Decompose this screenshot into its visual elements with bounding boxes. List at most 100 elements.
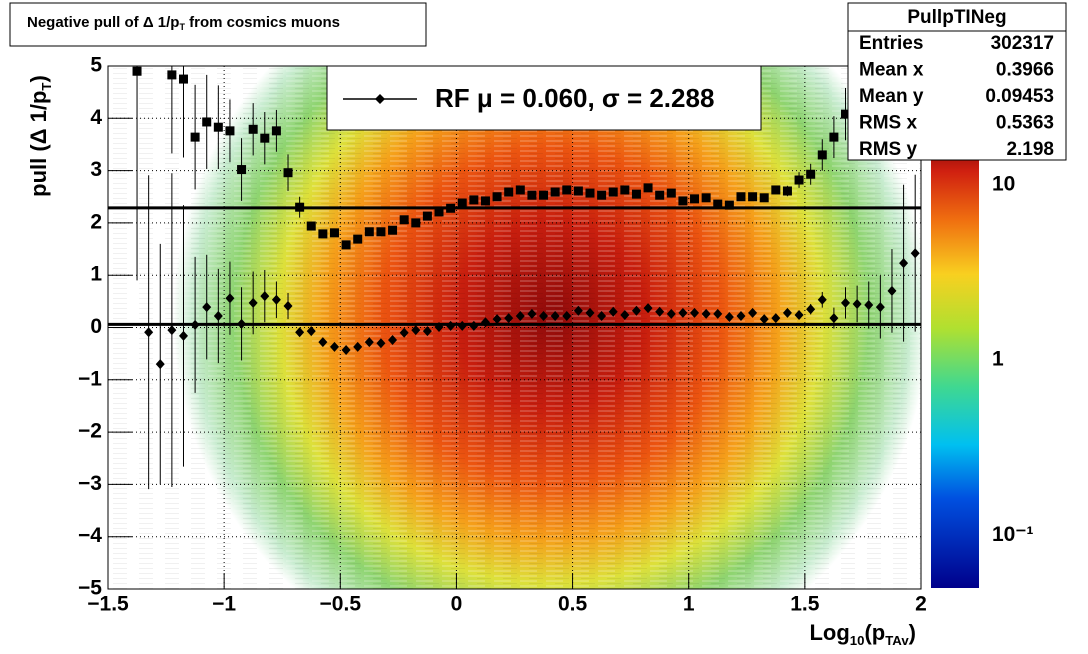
x-tick-label: 1.5 <box>790 593 820 616</box>
axes: −1.5 −1 −0.5 0 0.5 1 1.5 2 −5 −4 −3 −2 −1 0 1 2 3 4 5 10⁻¹ 1… <box>78 54 1033 616</box>
title-part: from cosmics muons <box>185 14 340 31</box>
marker <box>260 291 270 302</box>
marker <box>527 190 537 200</box>
marker <box>376 338 386 349</box>
marker <box>690 194 700 204</box>
marker <box>480 196 490 206</box>
marker <box>422 211 432 221</box>
marker <box>875 302 885 313</box>
marker <box>794 175 804 185</box>
xlabel-part: 10 <box>850 633 865 648</box>
marker <box>724 200 734 210</box>
marker <box>794 309 804 320</box>
marker <box>864 300 874 311</box>
marker <box>446 203 456 213</box>
marker <box>597 190 607 200</box>
marker <box>364 227 374 237</box>
xlabel-part: TAv <box>885 633 909 648</box>
marks <box>108 66 921 490</box>
marker <box>643 183 653 193</box>
stats-rows: Entries 302317 Mean x 0.3966 Mean y 0.09453 RM… <box>859 33 1054 160</box>
marker <box>724 312 734 323</box>
marker <box>841 109 851 119</box>
marker <box>318 337 328 348</box>
marker <box>469 320 479 331</box>
marker <box>631 305 641 316</box>
z-tick-label: 10 <box>992 172 1015 195</box>
legend-label: RF μ = 0.060, σ = 2.288 <box>435 83 714 113</box>
marker <box>817 294 827 305</box>
marker <box>771 185 781 195</box>
marker <box>771 313 781 324</box>
x-tick-label: 0 <box>451 593 463 616</box>
marker <box>329 341 339 352</box>
x-tick-label: −1.5 <box>87 593 129 616</box>
marker <box>666 188 676 198</box>
marker <box>841 297 851 308</box>
marker <box>283 168 293 178</box>
marker <box>341 344 351 355</box>
ylabel-part: pull (Δ 1/p <box>26 91 51 197</box>
marker <box>527 308 537 319</box>
marker <box>631 189 641 199</box>
marker <box>178 330 188 341</box>
marker <box>411 325 421 336</box>
marker <box>736 192 746 202</box>
marker <box>318 229 328 239</box>
y-tick-label: 3 <box>90 158 102 181</box>
marker <box>190 132 200 142</box>
marker <box>539 310 549 321</box>
marker <box>887 285 897 296</box>
chart-title: Negative pull of Δ 1/pT from cosmics muo… <box>27 14 340 32</box>
marker <box>167 70 177 80</box>
marker <box>910 248 920 259</box>
marker <box>748 307 758 318</box>
z-tick-label: 10⁻¹ <box>992 523 1033 546</box>
marker <box>690 307 700 318</box>
marker <box>701 308 711 319</box>
marker <box>202 117 212 127</box>
marker <box>492 314 502 325</box>
y-tick-label: −1 <box>78 367 102 390</box>
marker <box>411 218 421 228</box>
marker <box>213 122 223 132</box>
stats-value: 0.3966 <box>996 60 1054 81</box>
stats-label: RMS x <box>859 113 918 134</box>
stats-value: 302317 <box>991 33 1054 54</box>
marker <box>597 310 607 321</box>
stats-label: Mean y <box>859 86 924 107</box>
marker <box>806 169 816 179</box>
marker <box>341 240 351 250</box>
marker <box>457 320 467 331</box>
x-tick-label: 2 <box>915 593 927 616</box>
marker <box>713 199 723 209</box>
marker <box>713 308 723 319</box>
marker <box>237 318 247 329</box>
ylabel-part: ) <box>26 75 51 82</box>
marker <box>306 221 316 231</box>
marker <box>364 337 374 348</box>
marker <box>550 187 560 197</box>
marker <box>504 187 514 197</box>
marker <box>562 185 572 195</box>
xlabel-part: ) <box>909 620 916 645</box>
marker <box>225 126 235 136</box>
marker <box>701 193 711 203</box>
marker <box>399 215 409 225</box>
marker <box>515 310 525 321</box>
z-tick-label: 1 <box>992 348 1004 371</box>
marker <box>782 186 792 196</box>
stats-label: Entries <box>859 33 923 54</box>
marker <box>817 150 827 160</box>
marker <box>643 303 653 314</box>
marker <box>469 195 479 205</box>
marker <box>155 359 165 370</box>
marker <box>457 198 467 208</box>
marker <box>248 124 258 134</box>
marker <box>678 196 688 206</box>
y-tick-label: 2 <box>90 210 102 233</box>
y-tick-label: 1 <box>90 263 102 286</box>
x-tick-label: −1 <box>212 593 236 616</box>
marker <box>132 66 142 76</box>
